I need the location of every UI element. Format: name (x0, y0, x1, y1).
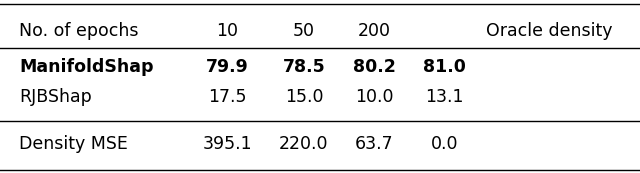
Text: Density MSE: Density MSE (19, 135, 128, 153)
Text: 13.1: 13.1 (426, 88, 464, 106)
Text: 15.0: 15.0 (285, 88, 323, 106)
Text: No. of epochs: No. of epochs (19, 22, 139, 40)
Text: 50: 50 (293, 22, 315, 40)
Text: 220.0: 220.0 (279, 135, 329, 153)
Text: 78.5: 78.5 (283, 58, 325, 76)
Text: 395.1: 395.1 (202, 135, 252, 153)
Text: 10: 10 (216, 22, 238, 40)
Text: 17.5: 17.5 (208, 88, 246, 106)
Text: 200: 200 (358, 22, 391, 40)
Text: 63.7: 63.7 (355, 135, 394, 153)
Text: 10.0: 10.0 (355, 88, 394, 106)
Text: Oracle density: Oracle density (486, 22, 613, 40)
Text: RJBShap: RJBShap (19, 88, 92, 106)
Text: ManifoldShap: ManifoldShap (19, 58, 154, 76)
Text: 79.9: 79.9 (206, 58, 248, 76)
Text: 81.0: 81.0 (424, 58, 466, 76)
Text: 0.0: 0.0 (431, 135, 458, 153)
Text: 80.2: 80.2 (353, 58, 396, 76)
